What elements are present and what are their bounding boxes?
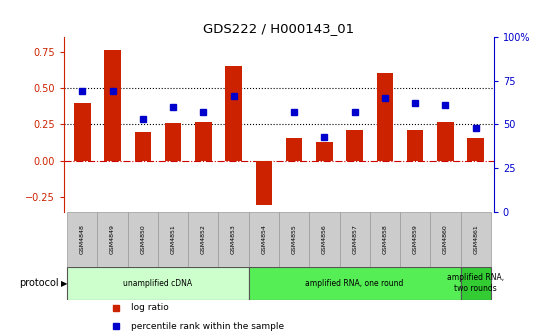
Bar	[195, 122, 211, 161]
Bar	[256, 161, 272, 205]
Text: GSM4861: GSM4861	[473, 224, 478, 254]
Text: GSM4855: GSM4855	[292, 224, 297, 254]
Bar	[134, 132, 151, 161]
Bar	[279, 212, 309, 266]
Bar	[128, 212, 158, 266]
Text: percentile rank within the sample: percentile rank within the sample	[131, 322, 284, 331]
Text: GSM4851: GSM4851	[171, 224, 176, 254]
Bar	[67, 212, 98, 266]
Bar	[67, 266, 249, 300]
Text: ▶: ▶	[61, 279, 68, 288]
Text: unamplified cDNA: unamplified cDNA	[123, 279, 193, 288]
Text: GSM4856: GSM4856	[322, 224, 327, 254]
Text: log ratio: log ratio	[131, 303, 169, 312]
Bar	[98, 212, 128, 266]
Text: GSM4849: GSM4849	[110, 224, 115, 254]
Bar	[407, 130, 424, 161]
Text: GSM4848: GSM4848	[80, 224, 85, 254]
Text: amplified RNA,
two rounds: amplified RNA, two rounds	[447, 273, 504, 293]
Text: GSM4853: GSM4853	[231, 224, 236, 254]
Bar	[165, 123, 181, 161]
Bar	[400, 212, 430, 266]
Text: protocol: protocol	[19, 278, 59, 288]
Bar	[225, 66, 242, 161]
Bar	[468, 138, 484, 161]
Bar	[249, 212, 279, 266]
Bar	[74, 102, 90, 161]
Bar	[339, 212, 370, 266]
Text: GSM4850: GSM4850	[141, 224, 145, 254]
Bar	[309, 212, 339, 266]
Text: GSM4858: GSM4858	[382, 224, 387, 254]
Text: GSM4859: GSM4859	[413, 224, 417, 254]
Bar	[219, 212, 249, 266]
Bar	[188, 212, 219, 266]
Text: GSM4857: GSM4857	[352, 224, 357, 254]
Bar	[249, 266, 460, 300]
Text: amplified RNA, one round: amplified RNA, one round	[305, 279, 404, 288]
Bar	[460, 266, 491, 300]
Bar	[437, 122, 454, 161]
Text: GSM4860: GSM4860	[443, 224, 448, 254]
Bar	[158, 212, 188, 266]
Text: GSM4854: GSM4854	[261, 224, 266, 254]
Text: GDS222 / H000143_01: GDS222 / H000143_01	[204, 22, 354, 35]
Bar	[104, 50, 121, 161]
Bar	[286, 138, 302, 161]
Bar	[460, 212, 491, 266]
Bar	[316, 142, 333, 161]
Bar	[377, 74, 393, 161]
Bar	[430, 212, 460, 266]
Text: GSM4852: GSM4852	[201, 224, 206, 254]
Bar	[347, 130, 363, 161]
Bar	[370, 212, 400, 266]
